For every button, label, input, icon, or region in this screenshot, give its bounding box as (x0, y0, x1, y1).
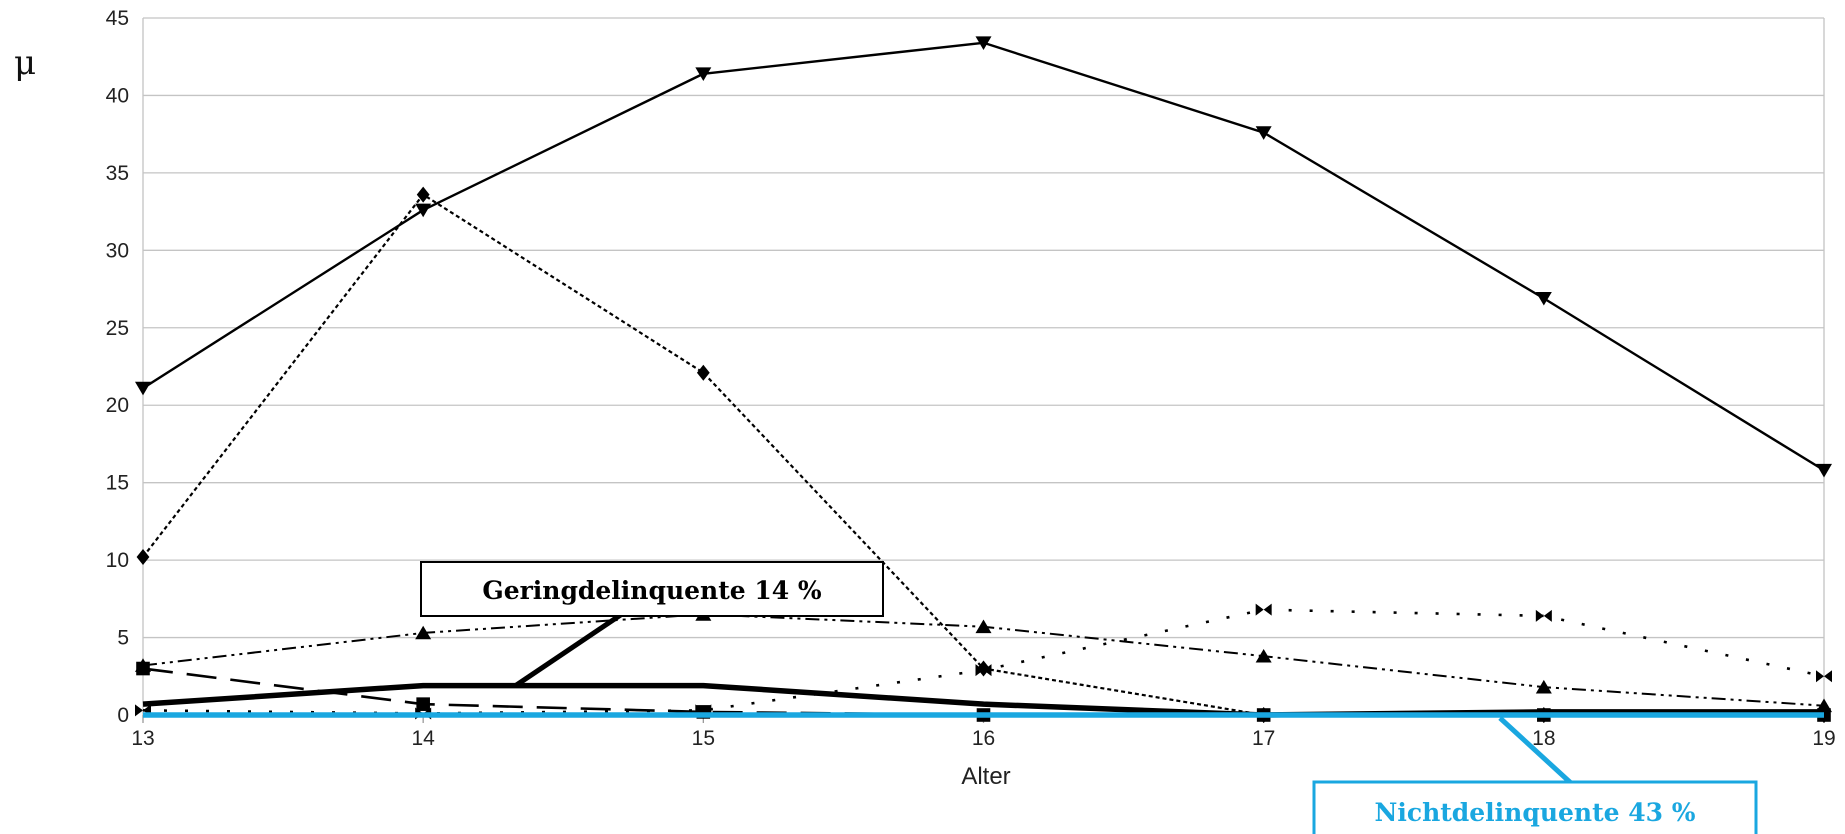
x-tick-label: 13 (131, 727, 154, 750)
callout-pointer-nichtdelinquente (1498, 716, 1574, 786)
y-tick-label: 20 (106, 394, 129, 417)
series-5 (142, 682, 1824, 718)
data-point-marker (1535, 679, 1552, 694)
x-tick-label: 14 (411, 727, 435, 750)
data-point-marker (415, 625, 432, 640)
x-tick-label: 15 (692, 727, 715, 750)
series-line (142, 41, 1825, 472)
data-point-marker (1535, 291, 1552, 306)
callout-box-geringdelinquente (420, 561, 884, 617)
series-2 (135, 607, 1832, 713)
data-point-marker (1816, 463, 1832, 478)
y-tick-label: 0 (117, 704, 129, 727)
data-point-marker (415, 203, 432, 218)
callout-nichtdelinquente: Nichtdelinquente 43 % (1312, 716, 1758, 834)
data-point-marker (975, 664, 992, 677)
y-axis-label: μ (14, 43, 36, 83)
grid-lines (142, 17, 1825, 723)
data-point-marker (1535, 609, 1552, 622)
x-tick-labels: 13 14 15 16 17 18 19 (131, 727, 1835, 750)
data-point-marker (135, 381, 151, 396)
y-tick-label: 10 (106, 549, 129, 572)
data-point-marker (1255, 603, 1272, 616)
series-line (142, 682, 1824, 718)
y-tick-label: 15 (106, 472, 129, 495)
y-tick-label: 5 (117, 627, 129, 650)
data-point-marker (1255, 648, 1272, 663)
data-point-marker (136, 661, 150, 676)
data-point-marker (975, 36, 992, 50)
callout-text-geringdelinquente: Geringdelinquente 14 % (482, 576, 822, 605)
y-tick-label: 30 (106, 239, 129, 262)
data-point-marker (696, 364, 710, 381)
y-tick-label: 35 (106, 162, 129, 185)
x-axis-label: Alter (961, 763, 1010, 790)
callout-text-nichtdelinquente: Nichtdelinquente 43 % (1375, 798, 1696, 827)
y-tick-labels: 0 5 10 15 20 25 30 35 40 45 (106, 7, 129, 727)
data-point-marker (416, 186, 430, 203)
series-1 (136, 186, 1831, 723)
x-tick-label: 17 (1252, 727, 1275, 750)
series-layer (135, 36, 1832, 723)
y-tick-label: 45 (106, 7, 129, 30)
data-point-marker (975, 619, 992, 634)
callout-geringdelinquente: Geringdelinquente 14 % (420, 561, 884, 689)
data-point-marker (416, 697, 430, 711)
series-0 (135, 36, 1832, 478)
callout-pointer-geringdelinquente (513, 611, 624, 689)
data-point-marker (1816, 670, 1832, 683)
x-tick-label: 19 (1812, 727, 1835, 750)
y-tick-label: 25 (106, 317, 129, 340)
x-tick-label: 18 (1532, 727, 1555, 750)
y-tick-label: 40 (106, 84, 129, 107)
data-point-marker (695, 67, 712, 81)
x-tick-label: 16 (972, 727, 995, 750)
data-point-marker (1255, 126, 1272, 140)
data-point-marker (977, 660, 990, 677)
callout-box-nichtdelinquente (1312, 780, 1758, 834)
data-point-marker (136, 549, 150, 566)
